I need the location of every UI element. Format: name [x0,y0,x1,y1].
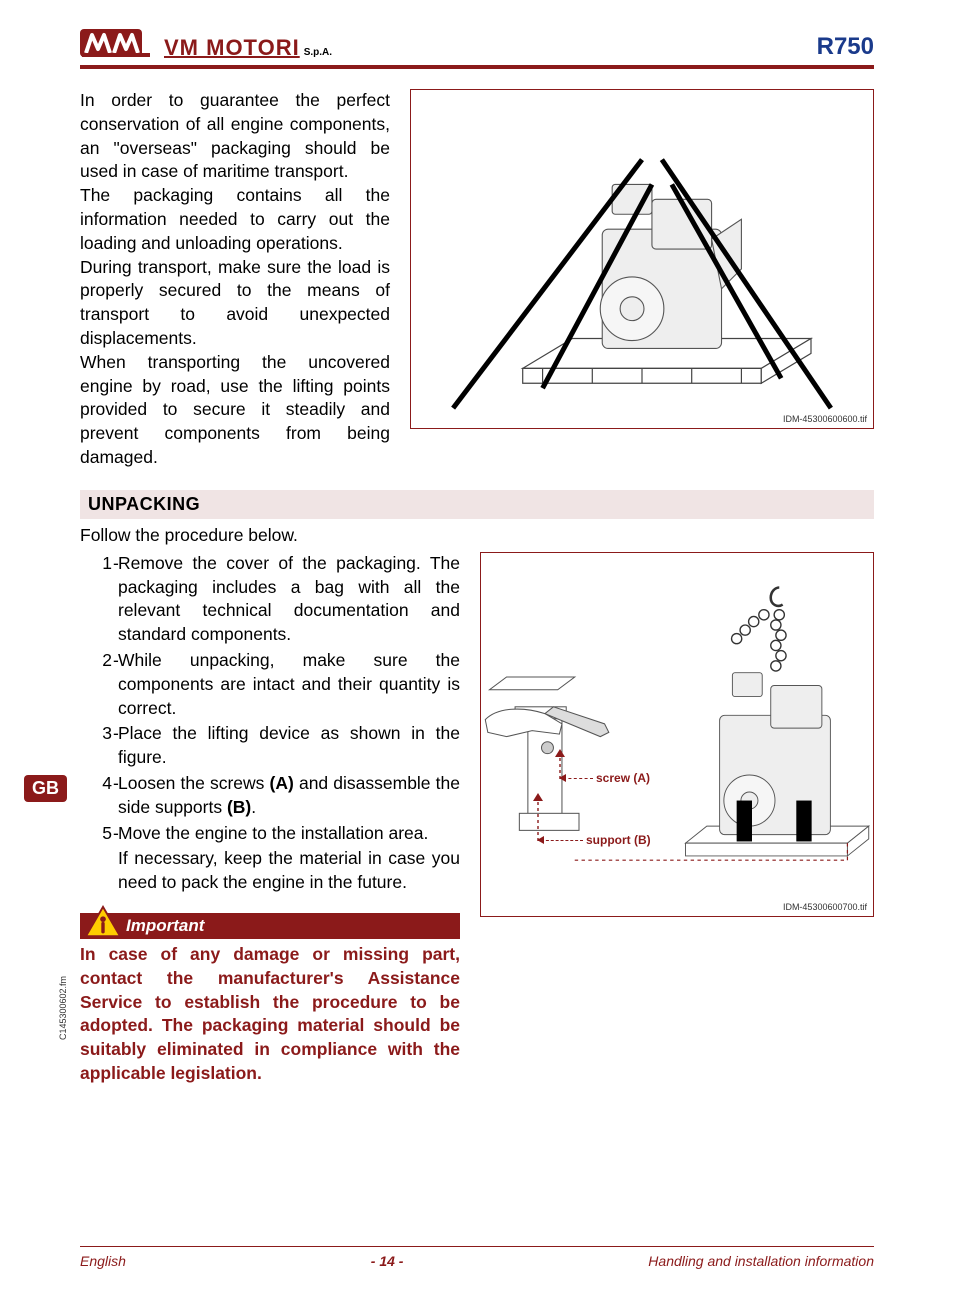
callout-b-vertical-arrow-icon [531,793,545,841]
step-4-bold-a: (A) [270,773,294,793]
footer-page-number: - 14 - [371,1253,404,1269]
step-2-num: 2 [82,649,112,673]
intro-p4: When transporting the uncovered engine b… [80,352,390,467]
intro-p2: The packaging contains all the informati… [80,185,390,253]
step-1: 1- Remove the cover of the packaging. Th… [98,552,460,647]
important-block: Important In case of any damage or missi… [80,913,460,1086]
language-tab: GB [24,775,67,802]
intro-p1: In order to guarantee the perfect conser… [80,90,390,181]
step-3-num: 3 [82,722,112,746]
figure-2-caption: IDM-45300600700.tif [783,902,867,912]
important-heading: Important [80,913,460,939]
step-4: 4- Loosen the screws (A) and disassemble… [98,772,460,820]
step-2: 2- While unpacking, make sure the compon… [98,649,460,720]
callout-b-line [541,840,583,841]
figure-1-illustration-icon [411,90,873,428]
callout-a-line [563,778,593,779]
step-5-text: Move the engine to the installation area… [118,823,428,843]
logo: VM MOTORI S.p.A. [80,25,332,61]
step-3: 3- Place the lifting device as shown in … [98,722,460,770]
step-1-num: 1 [82,552,112,576]
callout-a-vertical-arrow-icon [553,749,567,779]
important-label: Important [126,916,204,936]
page-header: VM MOTORI S.p.A. R750 [80,25,874,69]
logo-text: VM MOTORI [164,35,300,61]
model-number: R750 [817,33,874,61]
steps-list: 1- Remove the cover of the packaging. Th… [80,552,460,846]
figure-2: screw (A) support (B) IDM-45300600700.ti… [480,552,874,917]
step-4-num: 4 [82,772,112,796]
footer-right: Handling and installation information [648,1253,874,1269]
figure-1: IDM-45300600600.tif [410,89,874,429]
step-5: 5- Move the engine to the installation a… [98,822,460,846]
callout-support-b: support (B) [586,833,651,847]
step-4-post: . [251,797,256,817]
step-1-text: Remove the cover of the packaging. The p… [118,553,460,644]
follow-text: Follow the procedure below. [80,525,874,546]
callout-screw-a: screw (A) [596,771,650,785]
step-2-text: While unpacking, make sure the component… [118,650,460,718]
figure-1-caption: IDM-45300600600.tif [783,414,867,424]
step-4-pre: Loosen the screws [118,773,270,793]
logo-mark-icon [80,25,152,61]
important-body: In case of any damage or missing part, c… [80,943,460,1086]
step-5-extra: If necessary, keep the material in case … [80,847,460,895]
logo-subtext: S.p.A. [304,47,332,58]
side-file-code: C145300602.fm [58,976,68,1040]
steps-column: 1- Remove the cover of the packaging. Th… [80,552,460,1086]
intro-text: In order to guarantee the perfect conser… [80,89,390,470]
warning-triangle-icon [84,905,122,939]
step-4-bold-b: (B) [227,797,251,817]
intro-p3: During transport, make sure the load is … [80,257,390,348]
section-heading-unpacking: UNPACKING [80,490,874,519]
figure-2-illustration-icon [481,553,873,916]
footer-left: English [80,1253,126,1269]
step-5-num: 5 [82,822,112,846]
page-footer: English - 14 - Handling and installation… [80,1246,874,1269]
step-3-text: Place the lifting device as shown in the… [118,723,460,767]
